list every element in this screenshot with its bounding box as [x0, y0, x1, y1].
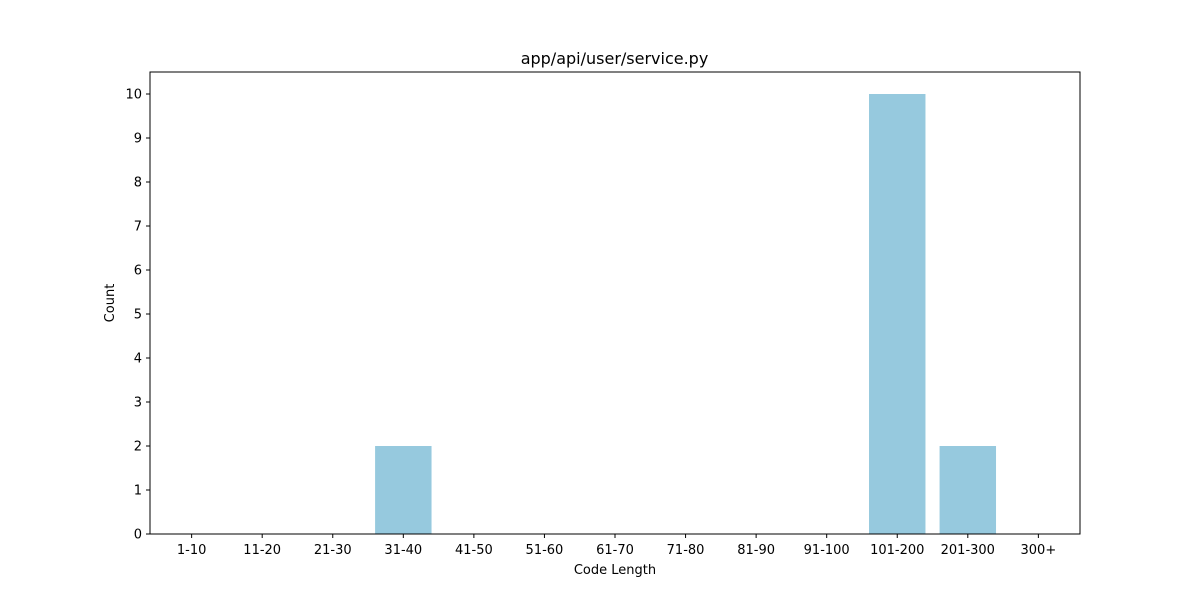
y-tick-label: 7: [134, 220, 142, 235]
x-axis-label: Code Length: [574, 563, 656, 578]
y-axis: 0 1 2 3 4 5 6 7 8 9 10: [125, 88, 150, 543]
x-tick-label: 11-20: [243, 543, 281, 558]
x-tick-label: 1-10: [177, 543, 207, 558]
bar-31-40: [375, 446, 432, 534]
y-tick-label: 6: [134, 264, 142, 279]
x-tick-label: 31-40: [384, 543, 422, 558]
x-tick-label: 201-300: [941, 543, 995, 558]
bar-101-200: [869, 94, 926, 534]
x-axis: 1-10 11-20 21-30 31-40 41-50 51-60 61-70 71-80 8…: [177, 534, 1056, 558]
y-tick-label: 0: [134, 528, 142, 543]
y-tick-label: 9: [134, 132, 142, 147]
bar-201-300: [939, 446, 997, 534]
x-tick-label: 91-100: [804, 543, 850, 558]
y-tick-label: 4: [134, 352, 142, 367]
x-tick-label: 41-50: [455, 543, 493, 558]
y-tick-label: 10: [125, 88, 142, 103]
x-tick-label: 51-60: [526, 543, 564, 558]
x-tick-label: 81-90: [737, 543, 775, 558]
y-tick-label: 8: [134, 176, 142, 191]
bars-layer: [375, 94, 997, 534]
x-tick-label: 61-70: [596, 543, 634, 558]
y-tick-label: 5: [134, 308, 142, 323]
y-axis-label: Count: [103, 284, 118, 323]
x-tick-label: 21-30: [314, 543, 352, 558]
y-tick-label: 3: [134, 396, 142, 411]
chart-title: app/api/user/service.py: [521, 49, 709, 68]
x-tick-label: 101-200: [870, 543, 924, 558]
y-tick-label: 1: [134, 484, 142, 499]
x-tick-label: 300+: [1021, 543, 1057, 558]
x-tick-label: 71-80: [667, 543, 705, 558]
y-tick-label: 2: [134, 440, 142, 455]
